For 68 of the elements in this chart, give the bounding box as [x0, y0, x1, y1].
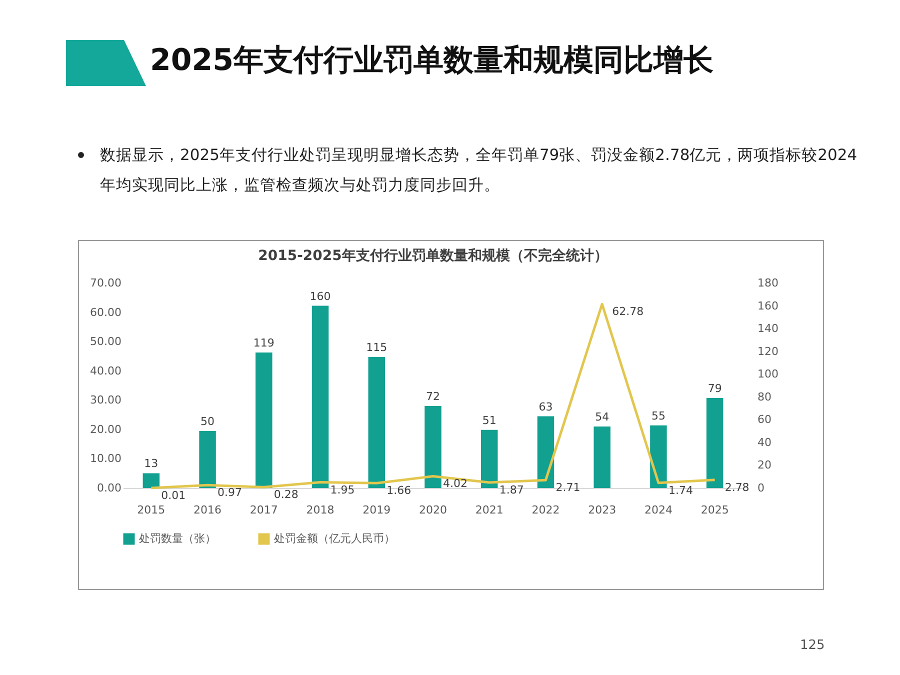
chart-subtitle: 数据显示，2025年支付行业处罚呈现明显增长态势，全年罚单79张、罚没金额2.78亿元，两项指标较2024年均实现同比上涨，监管检查频次与处罚力度同步回升。 — [99, 145, 858, 196]
bar — [650, 425, 667, 488]
data-label: 55 — [651, 409, 666, 422]
y-tick-label: 60.00 — [90, 306, 122, 319]
data-label: 54 — [595, 410, 610, 424]
y-tick-label: 10.00 — [90, 452, 122, 466]
data-label: 2.71 — [556, 481, 580, 494]
x-tick-label: 2025 — [700, 504, 729, 516]
y2-tick-label: 80 — [758, 390, 772, 404]
data-label: 119 — [253, 336, 274, 350]
x-tick-label: 2022 — [532, 504, 560, 516]
data-label: 160 — [310, 290, 331, 303]
y2-tick-label: 120 — [758, 344, 778, 358]
y2-tick-label: 180 — [758, 276, 778, 290]
data-label: 0.97 — [218, 486, 242, 500]
bar — [537, 416, 554, 488]
y2-tick-label: 100 — [758, 368, 778, 381]
x-tick-label: 2017 — [250, 504, 278, 516]
y-tick-label: 0.00 — [97, 482, 122, 494]
data-label: 1.87 — [499, 484, 524, 497]
y2-tick-label: 40 — [758, 436, 772, 449]
data-label: 1.66 — [386, 484, 412, 498]
data-label: 1.74 — [668, 484, 693, 497]
y-tick-label: 40.00 — [90, 364, 122, 378]
data-label: 2.78 — [724, 480, 750, 494]
bar — [142, 473, 160, 488]
bar — [594, 426, 610, 488]
data-label: 13 — [144, 457, 158, 470]
data-label: 1.95 — [330, 483, 355, 496]
x-tick-label: 2021 — [475, 504, 504, 516]
x-tick-label: 2020 — [419, 504, 447, 516]
legend-label: 处罚数量（张） — [139, 532, 216, 545]
y2-tick-label: 160 — [758, 299, 778, 312]
data-label: 79 — [708, 382, 722, 396]
text: 2015-2025年支付行业罚单数量和规模（不完全统计） — [258, 247, 608, 264]
y-tick-label: 70.00 — [90, 276, 122, 290]
bar — [199, 431, 216, 488]
bar — [424, 406, 442, 488]
bar — [480, 430, 498, 488]
y-tick-label: 50.00 — [90, 335, 122, 348]
x-tick-label: 2015 — [137, 504, 166, 516]
data-label: 51 — [482, 414, 496, 427]
data-label: 0.01 — [161, 488, 186, 502]
data-label: 0.28 — [274, 488, 298, 502]
text: 125 — [800, 638, 825, 653]
y2-tick-label: 140 — [758, 322, 778, 336]
bar — [706, 398, 724, 488]
y2-tick-label: 0 — [758, 482, 764, 494]
x-tick-label: 2023 — [588, 504, 616, 516]
chart-title: 2025年支付行业罚单数量和规模同比增长 — [150, 42, 714, 80]
legend-label: 处罚金额（亿元人民币） — [274, 532, 395, 545]
data-label: 4.02 — [443, 477, 468, 490]
data-label: 72 — [426, 390, 440, 403]
bar — [256, 352, 272, 488]
data-label: 62.78 — [612, 305, 644, 318]
y-tick-label: 20.00 — [90, 422, 122, 436]
y2-tick-label: 60 — [758, 413, 772, 426]
x-tick-label: 2024 — [644, 504, 672, 516]
data-label: 63 — [538, 400, 553, 414]
data-label: 115 — [366, 341, 388, 354]
x-tick-label: 2018 — [306, 504, 334, 516]
bar — [368, 357, 386, 488]
x-tick-label: 2016 — [194, 504, 222, 516]
x-tick-label: 2019 — [362, 504, 391, 516]
bar — [312, 306, 329, 488]
data-label: 50 — [200, 415, 215, 428]
y-tick-label: 30.00 — [90, 394, 122, 407]
y2-tick-label: 20 — [758, 458, 772, 472]
